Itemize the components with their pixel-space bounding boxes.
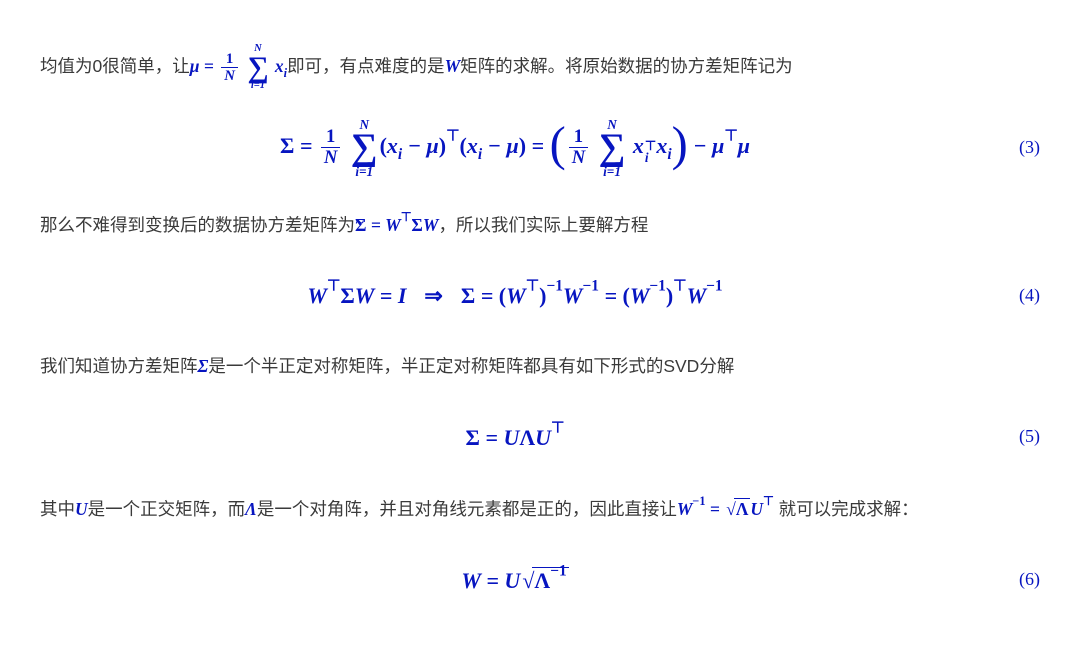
equation-4: W⊤ΣW = I⇒Σ = (W⊤)−1W−1 = (W−1)⊤W−1 [307, 283, 722, 308]
inline-Lambda: Λ [245, 499, 257, 519]
p3-text-a: 我们知道协方差矩阵 [40, 356, 198, 376]
equation-5-number: (5) [990, 417, 1040, 457]
equation-6-row: W = UΛ−1 (6) [40, 554, 1040, 605]
equation-3-number: (3) [990, 128, 1040, 168]
paragraph-2: 那么不难得到变换后的数据协方差矩阵为Σ = W⊤ΣW，所以我们实际上要解方程 [40, 204, 1040, 244]
p4-text-c: 是一个对角阵，并且对角线元素都是正的，因此直接让 [257, 499, 677, 519]
p1-text-c: 矩阵的求解。将原始数据的协方差矩阵记为 [460, 56, 793, 76]
p4-text-d: 就可以完成求解： [779, 499, 919, 519]
p4-text-b: 是一个正交矩阵，而 [88, 499, 246, 519]
equation-6-number: (6) [990, 560, 1040, 600]
p1-text-a: 均值为0很简单，让 [40, 56, 190, 76]
inline-Winv: W−1 = ΛU⊤ [677, 499, 774, 519]
paragraph-3: 我们知道协方差矩阵Σ是一个半正定对称矩阵，半正定对称矩阵都具有如下形式的SVD分… [40, 347, 1040, 386]
inline-U: U [75, 499, 88, 519]
inline-sigma: Σ [198, 356, 209, 376]
equation-3: Σ = 1N N∑i=1(xi − μ)⊤(xi − μ) = (1N N∑i=… [280, 133, 750, 158]
inline-mu-equation: μ = 1N N∑i=1 xi [190, 56, 287, 76]
equation-5-row: Σ = UΛU⊤ (5) [40, 411, 1040, 462]
p2-text-a: 那么不难得到变换后的数据协方差矩阵为 [40, 215, 355, 235]
equation-3-row: Σ = 1N N∑i=1(xi − μ)⊤(xi − μ) = (1N N∑i=… [40, 118, 1040, 178]
paragraph-4: 其中U是一个正交矩阵，而Λ是一个对角阵，并且对角线元素都是正的，因此直接让W−1… [40, 488, 1040, 528]
p2-text-b: ，所以我们实际上要解方程 [438, 215, 648, 235]
equation-6: W = UΛ−1 [461, 568, 568, 593]
inline-sigma-tilde: Σ = W⊤ΣW [355, 215, 438, 235]
p3-text-b: 是一个半正定对称矩阵，半正定对称矩阵都具有如下形式的SVD分解 [208, 356, 734, 376]
equation-4-row: W⊤ΣW = I⇒Σ = (W⊤)−1W−1 = (W−1)⊤W−1 (4) [40, 270, 1040, 321]
equation-4-number: (4) [990, 276, 1040, 316]
p4-text-a: 其中 [40, 499, 75, 519]
inline-W: W [445, 56, 461, 76]
p1-text-b: 即可，有点难度的是 [287, 56, 445, 76]
equation-5: Σ = UΛU⊤ [466, 425, 565, 450]
paragraph-1: 均值为0很简单，让μ = 1N N∑i=1 xi即可，有点难度的是W矩阵的求解。… [40, 44, 1040, 92]
